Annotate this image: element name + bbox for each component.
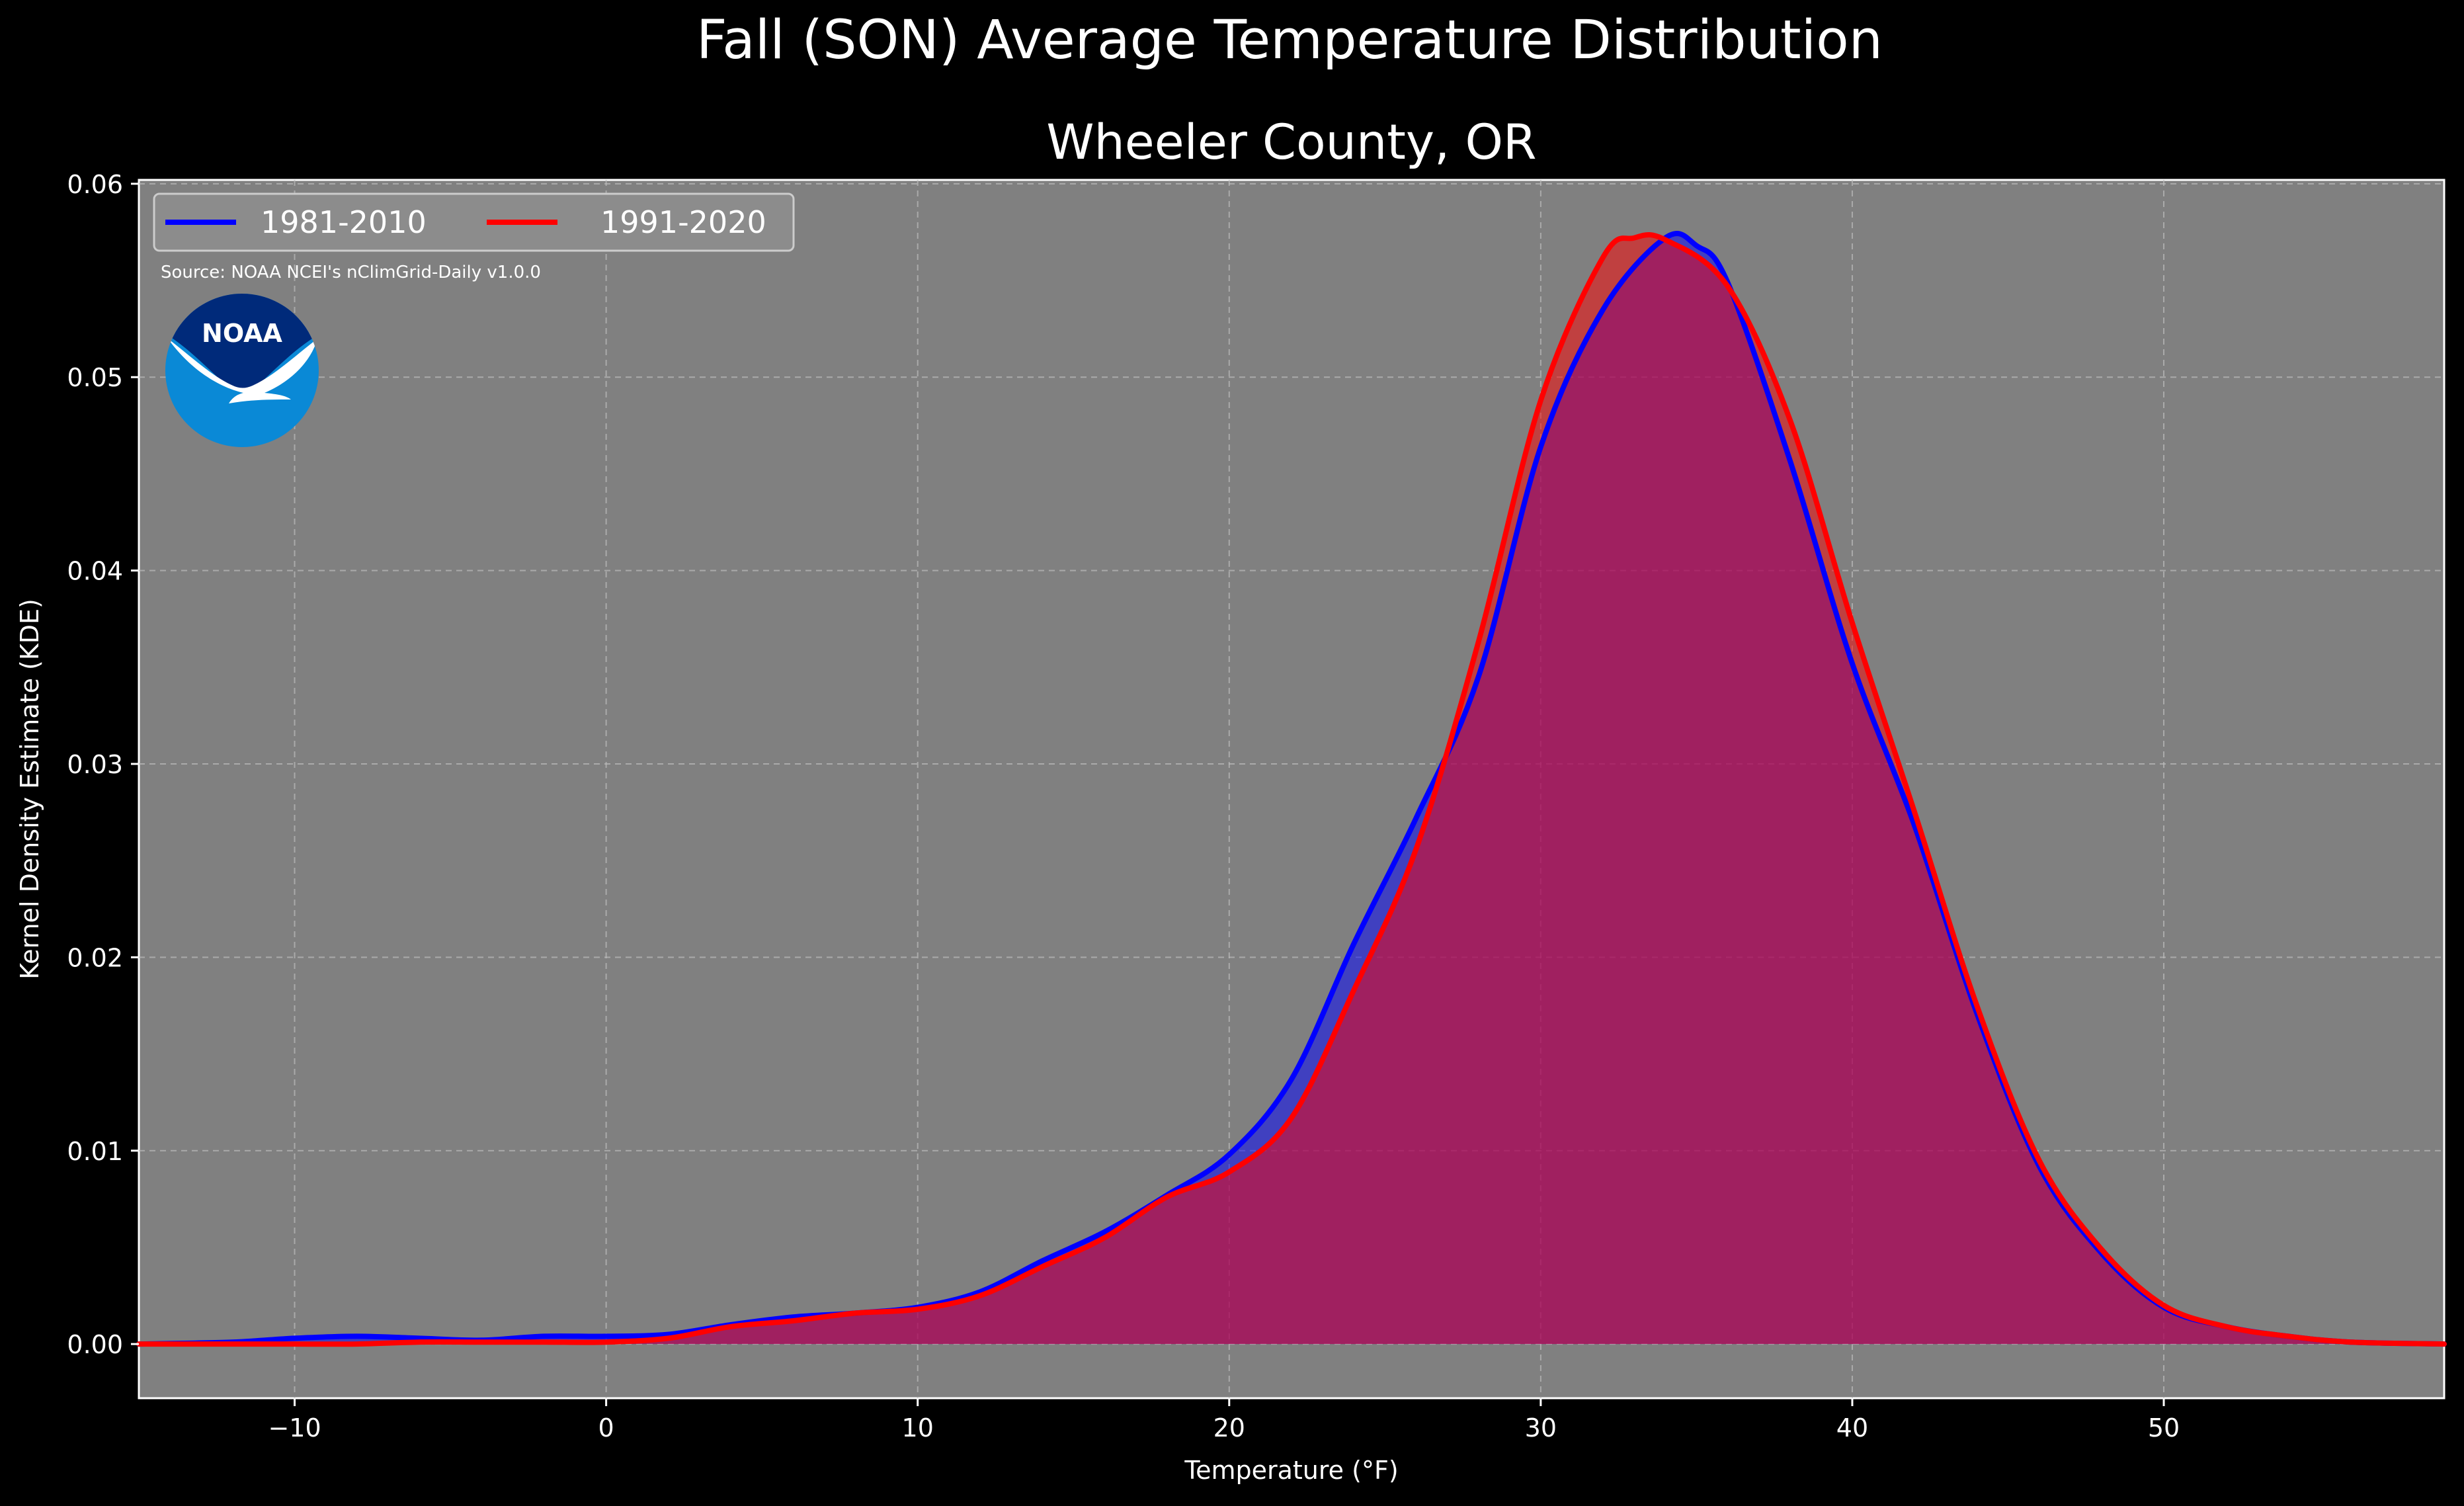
x-tick-label: 30	[1525, 1413, 1557, 1443]
noaa-logo-gull-icon	[168, 339, 317, 403]
legend-label-1991-2020: 1991-2020	[600, 204, 766, 240]
area-1991-2020	[139, 234, 2444, 1345]
chart-suptitle: Fall (SON) Average Temperature Distribut…	[696, 9, 1883, 71]
x-tick-label: 10	[902, 1413, 934, 1443]
x-axis-label: Temperature (°F)	[1184, 1456, 1398, 1485]
x-tick-label: 40	[1836, 1413, 1868, 1443]
y-tick-label: 0.06	[67, 170, 123, 199]
y-tick-label: 0.00	[67, 1330, 123, 1359]
y-tick-label: 0.04	[67, 557, 123, 586]
legend: 1981-2010 1991-2020	[153, 192, 795, 252]
x-tick-label: 20	[1213, 1413, 1245, 1443]
y-tick-label: 0.03	[67, 750, 123, 779]
line-1991-2020	[136, 231, 2447, 1347]
y-tick-label: 0.05	[67, 363, 123, 392]
noaa-logo-text: NOAA	[202, 319, 282, 348]
density-areas	[139, 233, 2444, 1345]
x-tick-label: −10	[268, 1413, 321, 1443]
x-tick-label: 0	[598, 1413, 614, 1443]
source-note: Source: NOAA NCEI's nClimGrid-Daily v1.0…	[161, 263, 541, 282]
x-tick-label: 50	[2148, 1413, 2180, 1443]
legend-box	[153, 192, 795, 252]
y-axis-label: Kernel Density Estimate (KDE)	[15, 599, 44, 980]
density-lines	[136, 231, 2447, 1347]
chart-title: Wheeler County, OR	[1046, 114, 1536, 171]
y-tick-label: 0.02	[67, 943, 123, 972]
noaa-logo: NOAA	[165, 294, 319, 447]
noaa-logo-sky	[165, 294, 319, 390]
axis-ticks: −10 0 10 20 30 40 50 0.00 0.01 0.02 0.03 0.04 0.05 0.…	[67, 170, 2180, 1443]
legend-label-1981-2010: 1981-2010	[261, 204, 427, 240]
y-tick-label: 0.01	[67, 1137, 123, 1166]
